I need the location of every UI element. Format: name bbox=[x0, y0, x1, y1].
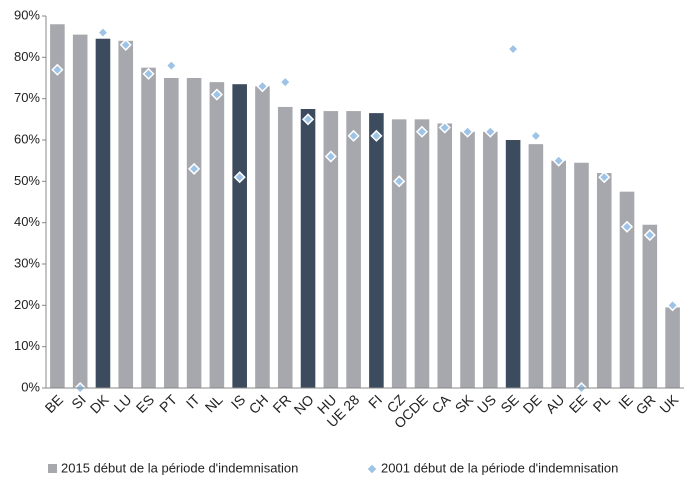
diamond-marker bbox=[666, 299, 679, 312]
diamond-marker bbox=[529, 129, 542, 142]
x-tick-label: PL bbox=[590, 391, 614, 415]
x-tick-label: BE bbox=[42, 391, 67, 416]
x-tick-label: FR bbox=[269, 391, 294, 416]
legend-swatch bbox=[48, 464, 57, 473]
diamond-marker bbox=[51, 63, 64, 76]
bar bbox=[574, 162, 589, 388]
diamond-marker bbox=[438, 121, 451, 134]
diamond-marker bbox=[301, 113, 315, 126]
bar bbox=[528, 144, 544, 388]
bar bbox=[141, 67, 156, 389]
bar bbox=[255, 86, 270, 389]
x-tick-label: NO bbox=[291, 391, 317, 417]
bar bbox=[391, 119, 407, 388]
x-tick-label: SK bbox=[452, 391, 477, 416]
legend-swatch bbox=[366, 463, 378, 475]
diamond-marker bbox=[370, 129, 383, 142]
x-tick-label: DE bbox=[520, 391, 545, 416]
diamond-marker bbox=[256, 80, 269, 93]
diamond-marker bbox=[279, 76, 292, 89]
legend-label: 2001 début de la période d'indemnisation bbox=[381, 460, 618, 475]
diamond-marker bbox=[347, 129, 360, 142]
y-tick-label: 20% bbox=[14, 297, 40, 312]
x-tick-label: UK bbox=[656, 391, 682, 417]
bar bbox=[277, 106, 293, 388]
x-tick-label: CA bbox=[428, 391, 454, 417]
x-tick-label: CH bbox=[246, 391, 272, 417]
bar bbox=[72, 34, 88, 388]
y-tick-label: 60% bbox=[14, 131, 40, 146]
x-tick-label: US bbox=[474, 391, 499, 416]
diamond-marker bbox=[210, 88, 223, 101]
bar bbox=[619, 191, 635, 388]
diamond-marker bbox=[324, 150, 337, 163]
bar bbox=[164, 78, 179, 388]
bar bbox=[642, 224, 658, 388]
diamond-marker bbox=[620, 220, 634, 233]
y-tick-label: 10% bbox=[14, 338, 40, 353]
diamond-marker bbox=[188, 162, 201, 175]
bar bbox=[505, 140, 521, 388]
diamond-marker bbox=[142, 67, 155, 80]
x-tick-label: FI bbox=[365, 391, 385, 411]
bar bbox=[300, 109, 316, 388]
y-tick-label: 50% bbox=[14, 173, 40, 188]
x-tick-label: EE bbox=[566, 391, 591, 416]
bar bbox=[460, 131, 475, 388]
bar bbox=[665, 307, 680, 388]
bar bbox=[95, 38, 111, 388]
bar bbox=[437, 123, 453, 388]
y-tick-label: 70% bbox=[14, 90, 40, 105]
diamond-marker bbox=[393, 175, 406, 188]
diamond-marker bbox=[96, 26, 110, 39]
x-tick-label: NL bbox=[202, 391, 226, 415]
bar bbox=[369, 113, 384, 388]
diamond-marker bbox=[507, 43, 520, 56]
y-tick-label: 40% bbox=[14, 214, 40, 229]
x-tick-label: SI bbox=[68, 391, 89, 412]
x-tick-label: DK bbox=[87, 391, 113, 417]
diamond-marker bbox=[165, 59, 178, 72]
y-tick-label: 30% bbox=[14, 255, 40, 270]
diamond-marker bbox=[415, 125, 429, 138]
x-tick-label: SE bbox=[497, 391, 522, 416]
diamond-marker bbox=[233, 171, 246, 184]
bar bbox=[323, 111, 339, 389]
bar bbox=[483, 131, 498, 388]
diamond-marker bbox=[484, 125, 497, 138]
bar bbox=[232, 84, 247, 388]
diamond-marker bbox=[598, 171, 611, 184]
x-tick-label: IE bbox=[615, 391, 636, 412]
bar bbox=[596, 173, 612, 388]
bar bbox=[551, 160, 566, 388]
bar bbox=[346, 111, 361, 389]
x-tick-label: ES bbox=[133, 391, 158, 416]
diamond-marker bbox=[119, 38, 132, 51]
bar bbox=[50, 24, 65, 389]
x-tick-label: IT bbox=[183, 391, 203, 411]
bar bbox=[186, 78, 202, 388]
y-tick-label: 0% bbox=[21, 379, 40, 394]
bar bbox=[118, 40, 134, 389]
x-tick-label: IS bbox=[228, 391, 249, 412]
y-tick-label: 80% bbox=[14, 49, 40, 64]
x-tick-label: PT bbox=[156, 391, 180, 415]
y-tick-label: 90% bbox=[14, 7, 40, 22]
legend-label: 2015 début de la période d'indemnisation bbox=[61, 460, 298, 475]
x-tick-label: LU bbox=[111, 391, 135, 415]
diamond-marker bbox=[461, 125, 474, 138]
x-tick-label: AU bbox=[542, 391, 567, 416]
bar bbox=[209, 82, 225, 388]
x-tick-label: GR bbox=[632, 391, 658, 417]
diamond-marker bbox=[552, 154, 565, 167]
bar bbox=[414, 119, 430, 388]
diamond-marker bbox=[643, 229, 656, 242]
